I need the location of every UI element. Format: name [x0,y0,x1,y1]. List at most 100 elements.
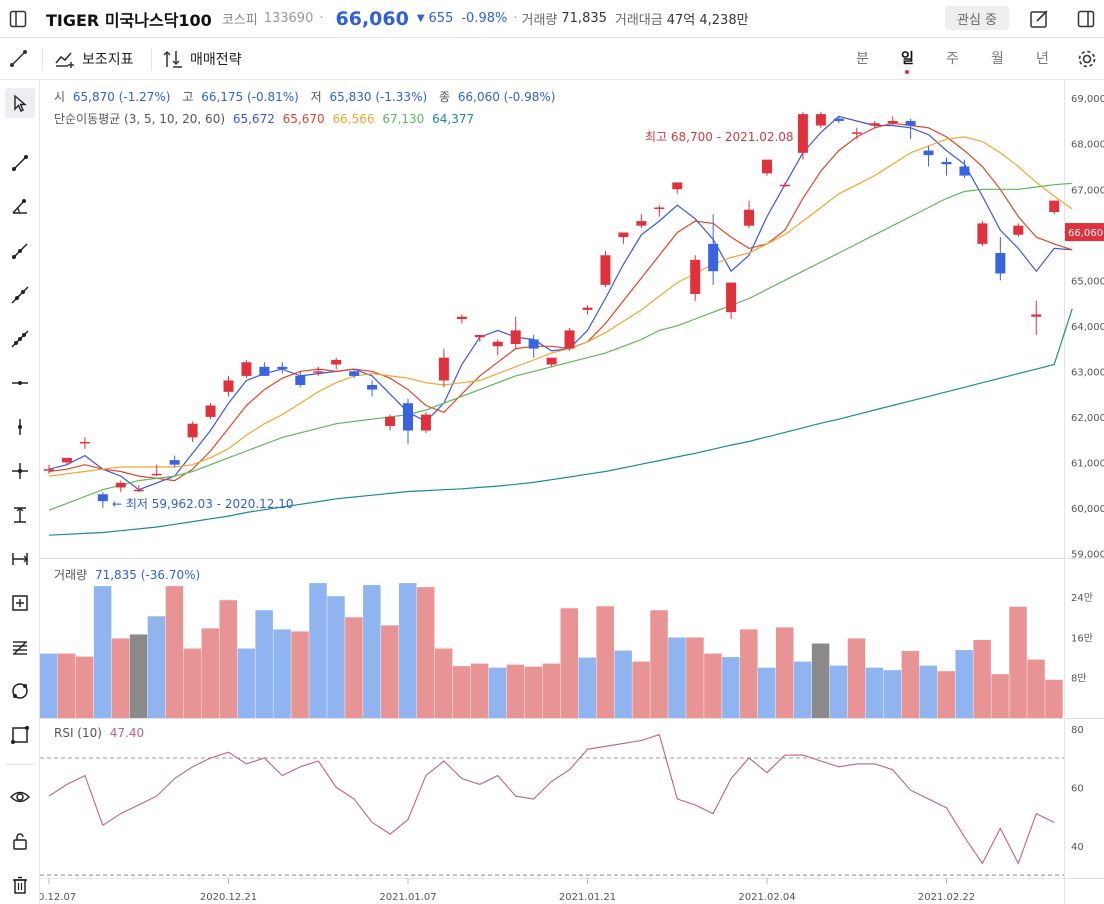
ma-legend-label: 단순이동평균 (3, 5, 10, 20, 60) [54,112,226,126]
volume-bar [434,648,453,718]
volume-bar [57,653,76,718]
angle-icon [12,199,27,214]
change-arrow-icon: ▼ [416,13,425,24]
candle-body [187,423,198,438]
volume-bar [1009,606,1027,718]
candlesticks [44,111,1078,508]
trendline-tool[interactable] [5,148,35,178]
volume-bar [919,665,938,718]
price-range-tool[interactable] [5,500,35,530]
draw-tool-toggle[interactable] [8,46,30,72]
candle-body [887,120,898,124]
volume-bar [219,600,237,718]
volume-bar [255,610,273,718]
parallel-line-icon [11,330,29,348]
volume-bar [273,629,291,718]
ma3-value: 65,672 [232,112,275,126]
stock-chart[interactable]: 59,000 60,000 61,000 62,000 63,000 64,000 65,0… [40,80,1104,904]
candle-body [1013,225,1024,235]
x-tick-label: 0.12.07 [40,892,76,903]
strategy-button[interactable]: 매매전략 [162,46,242,72]
volume-bar [614,650,632,718]
delete-tool[interactable] [5,870,35,900]
arrow-left-icon: ← [112,497,123,511]
rsi-legend-value: 47.40 [109,726,145,740]
tab-year[interactable]: 년 [1036,51,1049,67]
rsi-tick-label: 80 [1071,725,1084,736]
tab-week[interactable]: 주 [946,51,959,67]
volume-bar [506,664,525,718]
low-value: 65,830 (-1.33%) [329,90,428,104]
edit-button[interactable] [1024,4,1054,34]
volume-tick-label: 8만 [1071,673,1087,685]
tab-day[interactable]: 일 [885,46,930,74]
price-tick-label: 60,000 [1071,504,1104,515]
candle-body [420,414,431,431]
candle-body [151,473,162,476]
sidebar-toggle-button[interactable] [0,1,36,37]
rectangle-add-tool[interactable] [5,588,35,618]
settings-button[interactable] [1072,44,1102,74]
chart-toolbar: 보조지표 매매전략 분 일 주 월 년 [0,38,1104,80]
volume-bar [147,616,166,718]
ma20-line [48,182,1073,511]
ma5-line [48,122,1073,482]
candle-body [44,469,54,471]
low-annotation: ← 최저 59,962.03 - 2020.12.10 [112,495,294,512]
volume-bar [560,608,579,718]
volume-bar [488,667,507,718]
candle-body [708,243,719,272]
volume-bar [758,667,776,718]
circle-tool[interactable] [5,676,35,706]
candle-body [564,330,575,349]
volume-bar [865,667,884,718]
low-label: 저 [310,90,322,104]
candle-body [115,482,126,488]
lock-tool[interactable] [5,826,35,856]
tab-minute[interactable]: 분 [856,51,869,67]
visibility-tool[interactable] [5,782,35,812]
ohlc-legend: 시 65,870 (-1.27%) 고 66,175 (-0.81%) 저 65… [54,88,559,105]
watchlist-button[interactable]: 관심 중 [945,6,1009,30]
volume-tick-label: 16만 [1071,632,1093,644]
indicator-button[interactable]: 보조지표 [54,46,134,72]
volume-bar [578,657,596,718]
volume-bar [542,663,561,718]
extended-line-tool[interactable] [5,280,35,310]
vertical-line-tool[interactable] [5,412,35,442]
candle-body [474,334,485,338]
candle-body [349,371,360,376]
strategy-label: 매매전략 [190,52,242,68]
price-tick-label: 69,000 [1071,94,1104,105]
rectangle-icon [11,726,29,744]
candle-body [295,375,306,386]
candle-body [905,120,916,126]
candle-body [941,161,952,165]
ma-legend[interactable]: 단순이동평균 (3, 5, 10, 20, 60) 65,672 65,670 … [54,110,478,127]
crosshair-tool[interactable] [5,456,35,486]
high-annotation-text: 최고 68,700 - 2021.02.08 [645,130,794,144]
volume-bar [399,583,417,718]
rectangle-tool[interactable] [5,720,35,750]
angle-tool[interactable] [5,192,35,222]
fibonacci-tool[interactable] [5,632,35,662]
panel-right-button[interactable] [1071,4,1101,34]
rsi-tick-label: 40 [1071,842,1084,853]
open-value: 65,870 (-1.27%) [72,90,171,104]
date-range-icon [12,553,28,565]
volume-bar [201,628,220,718]
horizontal-line-tool[interactable] [5,368,35,398]
volume-bar [632,661,650,718]
tab-month[interactable]: 월 [991,51,1004,67]
ray-tool[interactable] [5,236,35,266]
price-tick-label: 67,000 [1071,185,1104,196]
ma60-value: 64,377 [432,112,475,126]
rsi-panel [40,733,1064,876]
cursor-tool[interactable] [5,88,35,118]
vertical-line-icon [18,419,22,435]
date-range-tool[interactable] [5,544,35,574]
indicator-icon [55,52,74,68]
volume-bar [704,653,722,718]
candle-body [851,132,862,134]
parallel-line-tool[interactable] [5,324,35,354]
